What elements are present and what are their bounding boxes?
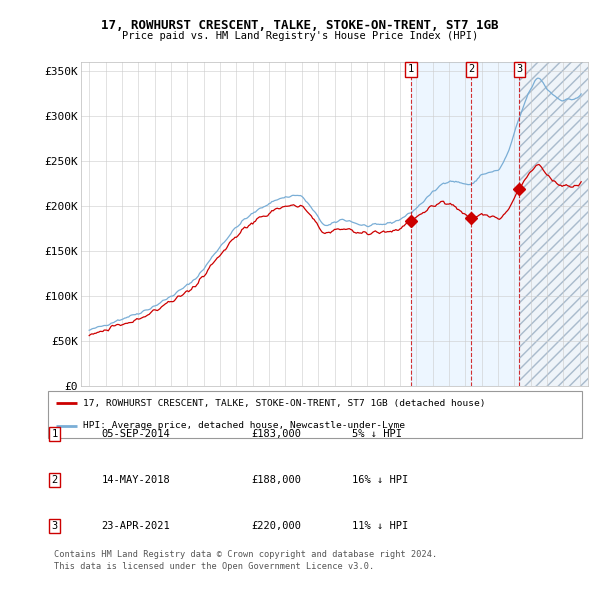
Bar <box>411 62 520 386</box>
Text: £188,000: £188,000 <box>251 476 301 485</box>
Text: 2: 2 <box>51 476 58 485</box>
Text: £183,000: £183,000 <box>251 430 301 439</box>
Text: £220,000: £220,000 <box>251 522 301 531</box>
Text: 11% ↓ HPI: 11% ↓ HPI <box>352 522 409 531</box>
Text: 16% ↓ HPI: 16% ↓ HPI <box>352 476 409 485</box>
Text: 17, ROWHURST CRESCENT, TALKE, STOKE-ON-TRENT, ST7 1GB (detached house): 17, ROWHURST CRESCENT, TALKE, STOKE-ON-T… <box>83 399 485 408</box>
Text: 3: 3 <box>517 64 523 74</box>
Text: 1: 1 <box>408 64 414 74</box>
Text: 5% ↓ HPI: 5% ↓ HPI <box>352 430 403 439</box>
Text: Contains HM Land Registry data © Crown copyright and database right 2024.: Contains HM Land Registry data © Crown c… <box>54 550 437 559</box>
Text: This data is licensed under the Open Government Licence v3.0.: This data is licensed under the Open Gov… <box>54 562 374 571</box>
Text: 1: 1 <box>51 430 58 439</box>
Text: 05-SEP-2014: 05-SEP-2014 <box>101 430 170 439</box>
Text: HPI: Average price, detached house, Newcastle-under-Lyme: HPI: Average price, detached house, Newc… <box>83 421 405 431</box>
Text: 14-MAY-2018: 14-MAY-2018 <box>101 476 170 485</box>
Text: 17, ROWHURST CRESCENT, TALKE, STOKE-ON-TRENT, ST7 1GB: 17, ROWHURST CRESCENT, TALKE, STOKE-ON-T… <box>101 19 499 32</box>
Text: Price paid vs. HM Land Registry's House Price Index (HPI): Price paid vs. HM Land Registry's House … <box>122 31 478 41</box>
Text: 3: 3 <box>51 522 58 531</box>
Bar <box>520 62 588 386</box>
Text: 2: 2 <box>468 64 475 74</box>
Text: 23-APR-2021: 23-APR-2021 <box>101 522 170 531</box>
Bar <box>520 62 588 386</box>
